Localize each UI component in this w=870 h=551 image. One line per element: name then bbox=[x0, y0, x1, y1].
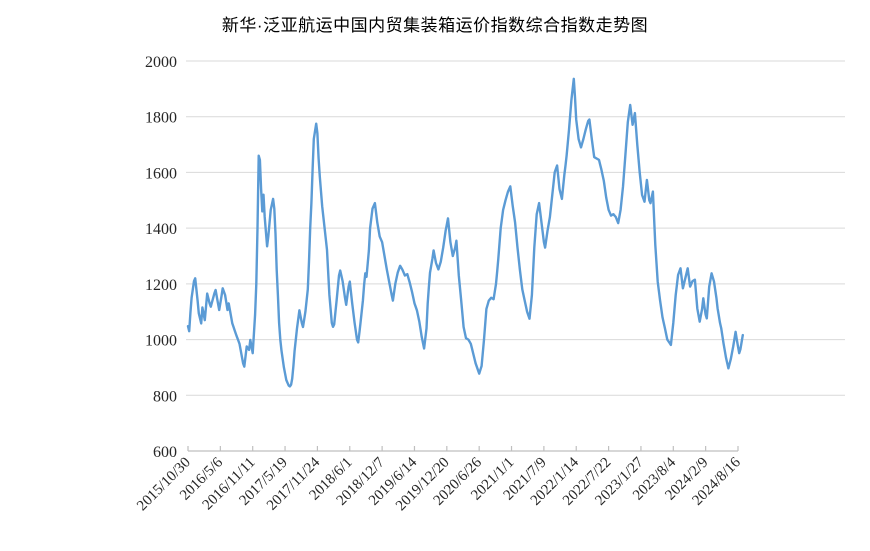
y-axis-label: 1600 bbox=[145, 165, 177, 182]
y-axis-label: 1400 bbox=[145, 221, 177, 238]
y-axis-label: 800 bbox=[153, 388, 177, 405]
y-axis-label: 2000 bbox=[145, 54, 177, 71]
y-axis-label: 600 bbox=[153, 444, 177, 461]
y-axis-label: 1200 bbox=[145, 277, 177, 294]
chart-title: 新华·泛亚航运中国内贸集装箱运价指数综合指数走势图 bbox=[221, 16, 649, 35]
y-axis-label: 1800 bbox=[145, 110, 177, 127]
y-axis-label: 1000 bbox=[145, 333, 177, 350]
index-series-line bbox=[186, 77, 744, 388]
